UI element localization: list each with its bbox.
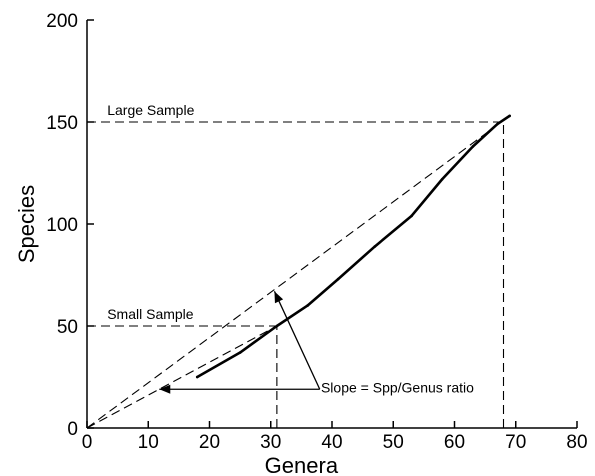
arrow-to-large-ratio-shaft <box>273 291 321 390</box>
curve-point <box>336 277 340 281</box>
curve-point <box>238 351 242 354</box>
slope-reference-line <box>86 115 510 429</box>
curve-point <box>471 145 475 148</box>
y-axis-title: Species <box>14 185 39 263</box>
curve-point <box>373 245 377 248</box>
y-axis-ticks: 0 50 100 150 200 <box>46 11 94 440</box>
x-tick-label: 80 <box>566 432 587 453</box>
curve-point <box>440 177 444 181</box>
reference-lines <box>86 115 510 429</box>
arrow-to-small-ratio-head <box>159 384 171 394</box>
x-tick-label: 70 <box>505 432 526 453</box>
x-tick-label: 10 <box>138 432 159 453</box>
arrow-to-large-ratio-head <box>274 291 284 304</box>
curve-point <box>496 122 499 126</box>
species-genera-curve <box>195 114 511 379</box>
slope-arrows <box>159 291 321 394</box>
curve-point <box>508 114 511 118</box>
y-tick-label: 200 <box>46 11 78 32</box>
curve-point <box>306 304 309 307</box>
curve-point <box>410 214 413 218</box>
y-tick-label: 150 <box>46 113 78 134</box>
y-tick-label: 0 <box>67 419 78 440</box>
curve-point <box>275 324 279 328</box>
curve-point <box>195 375 199 379</box>
x-tick-label: 50 <box>383 432 404 453</box>
y-tick-label: 100 <box>46 215 78 236</box>
slope-label: Slope = Spp/Genus ratio <box>321 379 474 395</box>
x-tick-label: 30 <box>260 432 281 453</box>
slope-reference-line <box>86 325 278 429</box>
large-sample-label: Large Sample <box>107 102 194 118</box>
y-tick-label: 50 <box>57 317 78 338</box>
x-tick-label: 60 <box>444 432 465 453</box>
x-axis-title: Genera <box>265 453 339 476</box>
x-tick-label: 40 <box>321 432 342 453</box>
x-tick-label: 0 <box>82 432 93 453</box>
x-tick-label: 20 <box>199 432 220 453</box>
x-axis-ticks: 0 10 20 30 40 50 60 70 80 <box>82 421 588 453</box>
data-series <box>195 114 511 379</box>
small-sample-label: Small Sample <box>107 306 194 322</box>
